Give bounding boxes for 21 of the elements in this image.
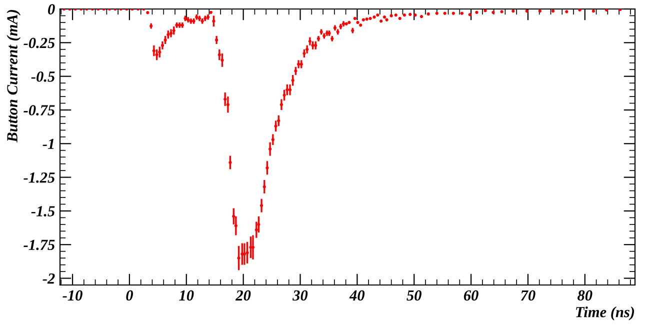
x-tick-label: 0 — [126, 290, 134, 301]
x-tick-label: 10 — [179, 290, 194, 301]
x-axis-title: Time (ns) — [576, 306, 634, 320]
y-axis-title: Button Current (mA) — [6, 10, 21, 142]
x-tick-label: 40 — [349, 290, 365, 301]
x-tick-label: 60 — [464, 290, 478, 301]
y-tick-label: 0 — [48, 4, 55, 14]
x-tick-label: 70 — [520, 290, 536, 301]
y-tick-label: -0.5 — [31, 71, 55, 82]
x-tick-label: 30 — [292, 290, 308, 301]
x-tick-label: 20 — [235, 290, 251, 301]
y-tick-label: -1 — [42, 138, 54, 149]
x-tick-label: -10 — [62, 290, 82, 301]
y-tick-label: -0.75 — [24, 105, 55, 116]
x-tick-label: 80 — [578, 290, 592, 301]
y-tick-label: -1.5 — [31, 206, 55, 216]
y-tick-label: -1.25 — [24, 172, 55, 183]
x-tick-label: 50 — [406, 290, 422, 301]
y-tick-label: -0.25 — [24, 38, 55, 48]
y-tick-label: -2 — [42, 273, 55, 284]
y-tick-label: -1.75 — [24, 240, 55, 250]
